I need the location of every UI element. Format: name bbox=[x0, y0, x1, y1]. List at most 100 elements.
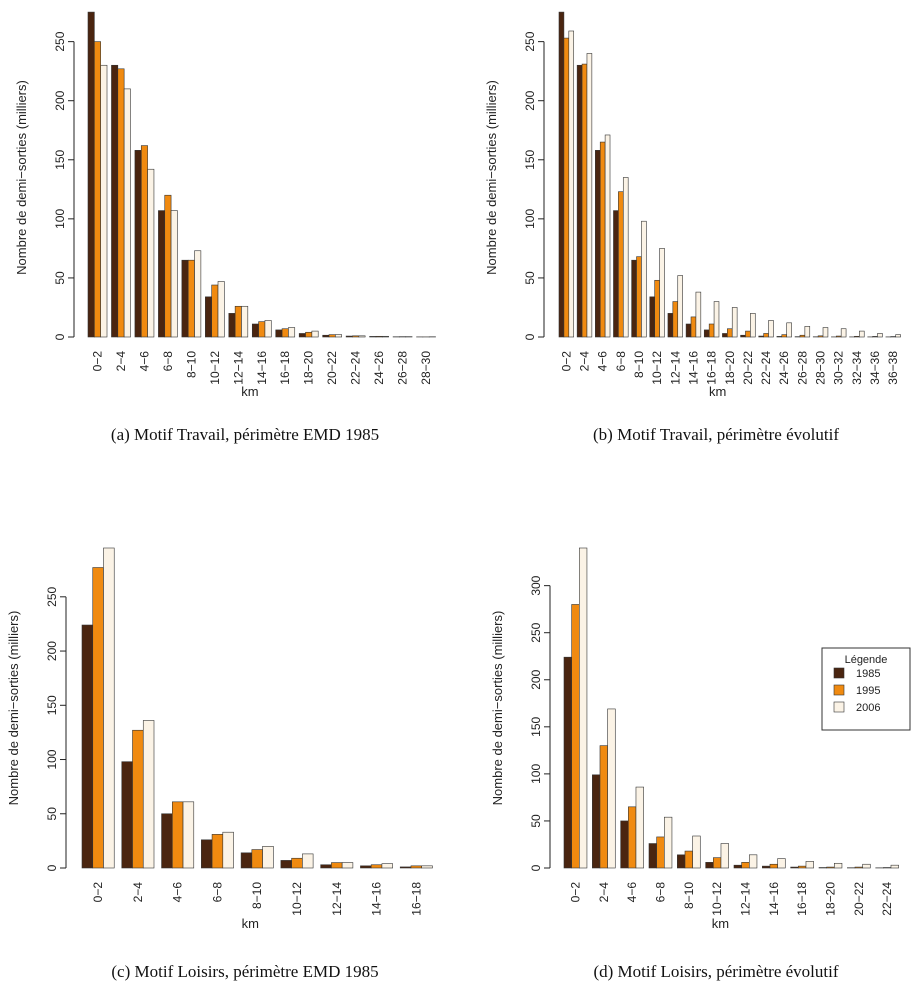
bar-2006 bbox=[264, 320, 272, 338]
bar-2006 bbox=[103, 547, 115, 869]
legend-item-1995: 1995 bbox=[856, 685, 880, 697]
x-tick-label: 30−32 bbox=[832, 351, 846, 385]
x-tick-label: 18−20 bbox=[723, 351, 737, 385]
y-tick-label: 250 bbox=[53, 31, 67, 51]
legend-item-1985: 1985 bbox=[856, 668, 880, 680]
bar-1985 bbox=[240, 852, 253, 869]
bar-1985 bbox=[251, 323, 259, 338]
x-tick-label: 10−12 bbox=[290, 882, 304, 916]
x-tick-label: 10−12 bbox=[710, 882, 724, 916]
bar-2006 bbox=[579, 547, 588, 869]
bar-1985 bbox=[790, 866, 799, 869]
y-tick-label: 100 bbox=[45, 749, 59, 769]
bar-1995 bbox=[872, 336, 878, 338]
bar-2006 bbox=[677, 275, 683, 338]
x-tick-label: 6−8 bbox=[614, 351, 628, 372]
bar-1995 bbox=[410, 865, 422, 869]
bar-1985 bbox=[320, 864, 332, 869]
bar-1985 bbox=[111, 64, 119, 338]
y-axis-label: Nombre de demi−sorties (milliers) bbox=[484, 80, 499, 275]
bar-1995 bbox=[94, 41, 101, 338]
bar-2006 bbox=[222, 831, 234, 869]
y-tick-label: 200 bbox=[523, 90, 537, 110]
bar-2006 bbox=[341, 862, 354, 869]
y-tick-label: 0 bbox=[523, 333, 537, 340]
bar-2006 bbox=[586, 53, 593, 338]
bar-1995 bbox=[713, 857, 722, 869]
chart-b: 0 50 100 150 200 250 Nombre de demi−sorties (m… bbox=[484, 11, 901, 444]
bar-1995 bbox=[140, 145, 148, 338]
x-tick-label: 14−16 bbox=[767, 882, 781, 916]
x-tick-label: 6−8 bbox=[653, 882, 667, 903]
x-axis-label: km bbox=[241, 384, 258, 399]
bar-1985 bbox=[648, 843, 657, 869]
bar-1995 bbox=[234, 305, 242, 338]
bar-1995 bbox=[132, 729, 144, 869]
x-tick-label: 4−6 bbox=[137, 351, 151, 372]
x-tick-label: 2−4 bbox=[131, 882, 145, 903]
chart-a: 0 50 100 150 200 250 Nombre de demi−sorties (m… bbox=[14, 11, 436, 444]
bar-1995 bbox=[211, 284, 219, 338]
y-tick-label: 150 bbox=[53, 149, 67, 169]
bar-1985 bbox=[576, 64, 583, 338]
bar-1985 bbox=[81, 624, 94, 869]
x-tick-label: 4−6 bbox=[625, 882, 639, 903]
bar-1995 bbox=[656, 836, 665, 869]
bar-1995 bbox=[187, 259, 195, 338]
bar-1995 bbox=[599, 141, 606, 338]
x-tick-label: 0−2 bbox=[91, 351, 105, 372]
bar-1985 bbox=[613, 210, 619, 338]
bar-2006 bbox=[833, 862, 843, 869]
bar-2006 bbox=[805, 861, 814, 869]
bar-1995 bbox=[798, 865, 807, 869]
bar-1995 bbox=[769, 863, 778, 869]
x-axis-label: km bbox=[242, 916, 259, 931]
y-tick-label: 150 bbox=[523, 149, 537, 169]
bar-2006 bbox=[622, 177, 629, 338]
y-axis-label: Nombre de demi−sorties (milliers) bbox=[490, 611, 505, 806]
bar-1985 bbox=[740, 334, 746, 338]
x-tick-label: 32−34 bbox=[850, 351, 864, 385]
bar-1985 bbox=[369, 336, 377, 338]
bar-2006 bbox=[607, 708, 616, 869]
x-tick-label: 12−14 bbox=[231, 351, 245, 385]
x-tick-label: 18−20 bbox=[302, 351, 316, 385]
x-tick-label: 12−14 bbox=[330, 882, 344, 916]
bar-2006 bbox=[777, 858, 786, 869]
bar-2006 bbox=[877, 333, 883, 338]
x-tick-label: 24−26 bbox=[777, 351, 791, 385]
y-tick-label: 250 bbox=[45, 586, 59, 606]
bar-2006 bbox=[859, 330, 865, 338]
bar-2006 bbox=[302, 853, 314, 869]
bar-1985 bbox=[345, 335, 353, 338]
bar-1995 bbox=[628, 806, 637, 869]
bar-1995 bbox=[571, 604, 580, 869]
bar-1995 bbox=[305, 331, 313, 338]
x-tick-label: 8−10 bbox=[250, 882, 264, 909]
bar-1985 bbox=[322, 334, 330, 338]
bar-1985 bbox=[595, 150, 601, 338]
bar-1985 bbox=[201, 839, 213, 869]
bar-1985 bbox=[228, 313, 236, 338]
bar-2006 bbox=[635, 786, 644, 869]
bar-1995 bbox=[826, 866, 835, 869]
bar-1995 bbox=[172, 801, 184, 869]
bar-2006 bbox=[311, 330, 319, 338]
x-tick-label: 16−18 bbox=[409, 882, 423, 916]
y-tick-label: 0 bbox=[529, 864, 543, 871]
x-tick-label: 6−8 bbox=[161, 351, 175, 372]
bar-2006 bbox=[170, 210, 178, 338]
x-tick-label: 0−2 bbox=[568, 882, 582, 903]
x-tick-label: 6−8 bbox=[210, 882, 224, 903]
bar-1995 bbox=[618, 191, 624, 338]
bar-2006 bbox=[895, 334, 901, 338]
bar-1995 bbox=[708, 323, 715, 338]
bar-1995 bbox=[727, 328, 733, 338]
bar-1995 bbox=[741, 862, 750, 869]
bar-1985 bbox=[592, 774, 601, 869]
bar-1995 bbox=[291, 857, 303, 869]
x-axis-label: km bbox=[709, 384, 726, 399]
bar-1985 bbox=[158, 210, 166, 338]
bar-1985 bbox=[733, 864, 742, 869]
